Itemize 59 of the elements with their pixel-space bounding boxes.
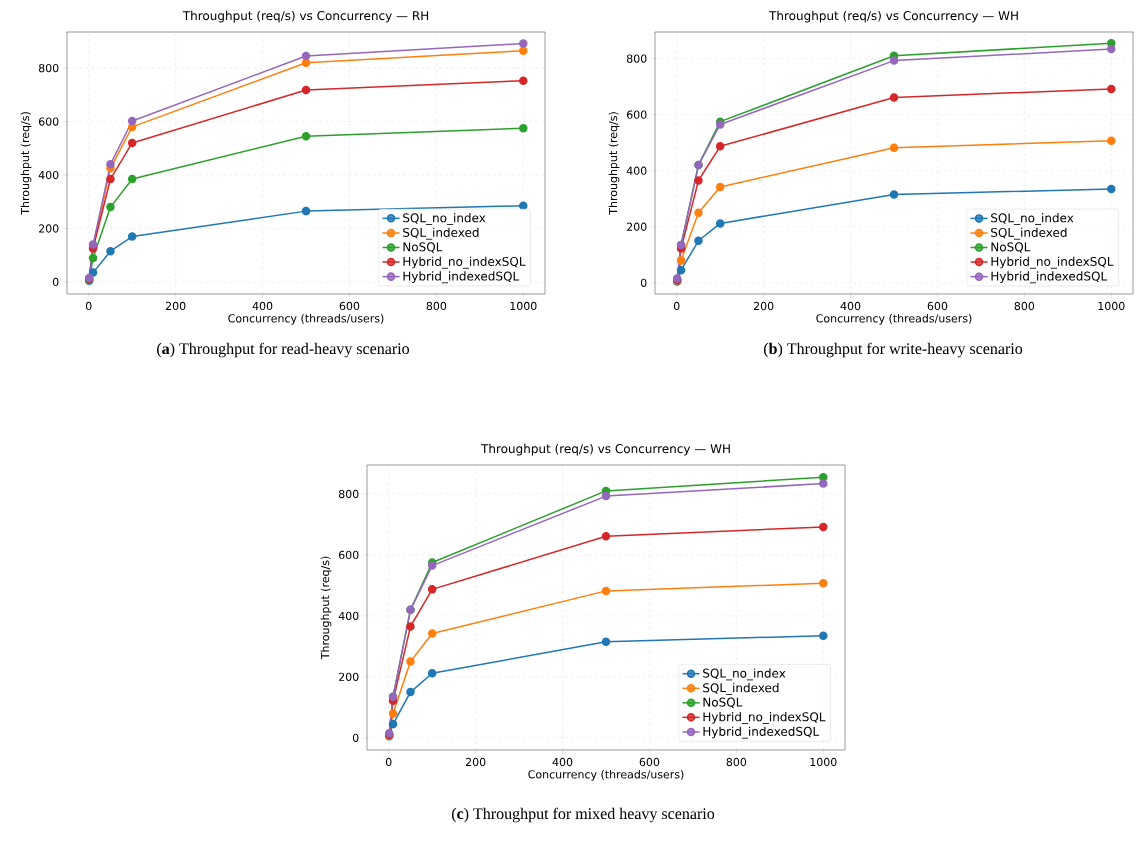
legend-label: Hybrid_indexedSQL xyxy=(703,726,820,739)
y-tick-label: 400 xyxy=(338,611,359,621)
legend-label: NoSQL xyxy=(991,242,1031,253)
y-axis-title: Throughput (req/s) xyxy=(320,556,332,660)
legend-label: Hybrid_indexedSQL xyxy=(403,271,520,284)
x-tick-label: 400 xyxy=(552,757,573,767)
x-tick-label: 0 xyxy=(673,301,680,311)
legend-label: SQL_no_index xyxy=(703,668,786,681)
y-axis-title: Throughput (req/s) xyxy=(608,112,620,215)
x-tick-label: 400 xyxy=(252,301,273,311)
x-tick-label: 200 xyxy=(753,301,774,311)
text: (c) Throughput for mixed heavy scenario xyxy=(451,807,715,823)
legend-label: Hybrid_indexedSQL xyxy=(991,271,1108,284)
x-tick-label: 1000 xyxy=(1098,301,1125,311)
legend-label: NoSQL xyxy=(703,697,743,709)
y-tick-label: 600 xyxy=(626,110,647,119)
legend-label: SQL_indexed xyxy=(991,227,1067,240)
chart-title: Throughput (req/s) vs Concurrency — RH xyxy=(182,10,429,23)
y-tick-label: 600 xyxy=(38,117,59,126)
legend-label: SQL_no_index xyxy=(403,213,486,225)
y-tick-label: 0 xyxy=(352,733,359,742)
x-tick-label: 600 xyxy=(927,301,948,311)
y-tick-label: 200 xyxy=(627,222,647,231)
y-tick-label: 800 xyxy=(38,63,59,73)
legend-label: Hybrid_no_indexSQL xyxy=(703,712,826,724)
legend-label: Hybrid_no_indexSQL xyxy=(991,256,1114,269)
legend-label: NoSQL xyxy=(403,242,443,253)
y-tick-label: 800 xyxy=(338,489,359,499)
x-tick-label: 200 xyxy=(165,301,186,311)
x-tick-label: 400 xyxy=(840,301,861,311)
legend-label: SQL_indexed xyxy=(403,227,479,240)
legend-label: Hybrid_no_indexSQL xyxy=(403,256,526,269)
y-tick-label: 200 xyxy=(39,224,59,233)
chart-title: Throughput (req/s) vs Concurrency — WH xyxy=(481,443,730,456)
legend-label: SQL_indexed xyxy=(703,683,779,695)
x-tick-label: 800 xyxy=(726,757,747,767)
y-tick-label: 400 xyxy=(626,166,647,175)
x-tick-label: 600 xyxy=(639,757,660,767)
y-tick-label: 0 xyxy=(640,278,647,287)
x-tick-label: 1000 xyxy=(510,301,537,311)
text: (a) Throughput for read-heavy scenario xyxy=(157,342,410,358)
y-tick-label: 400 xyxy=(38,170,59,180)
x-tick-label: 800 xyxy=(1014,301,1035,311)
chart-title: Throughput (req/s) vs Concurrency — WH xyxy=(769,10,1018,23)
x-axis-title: Concurrency (threads/users) xyxy=(816,313,972,325)
legend-label: SQL_no_index xyxy=(991,213,1074,226)
y-axis-title: Throughput (req/s) xyxy=(20,112,32,215)
x-tick-label: 0 xyxy=(85,301,92,311)
y-tick-label: 600 xyxy=(338,550,359,560)
y-tick-label: 800 xyxy=(626,54,647,63)
x-axis-title: Concurrency (threads/users) xyxy=(228,313,384,325)
x-tick-label: 0 xyxy=(385,757,392,767)
x-tick-label: 1000 xyxy=(810,757,837,767)
y-tick-label: 0 xyxy=(52,277,59,287)
text: (b) Throughput for write-heavy scenario xyxy=(763,342,1023,358)
x-axis-title: Concurrency (threads/users) xyxy=(528,769,684,781)
y-tick-label: 200 xyxy=(339,672,359,682)
x-tick-label: 800 xyxy=(426,301,447,311)
x-tick-label: 200 xyxy=(465,757,486,767)
